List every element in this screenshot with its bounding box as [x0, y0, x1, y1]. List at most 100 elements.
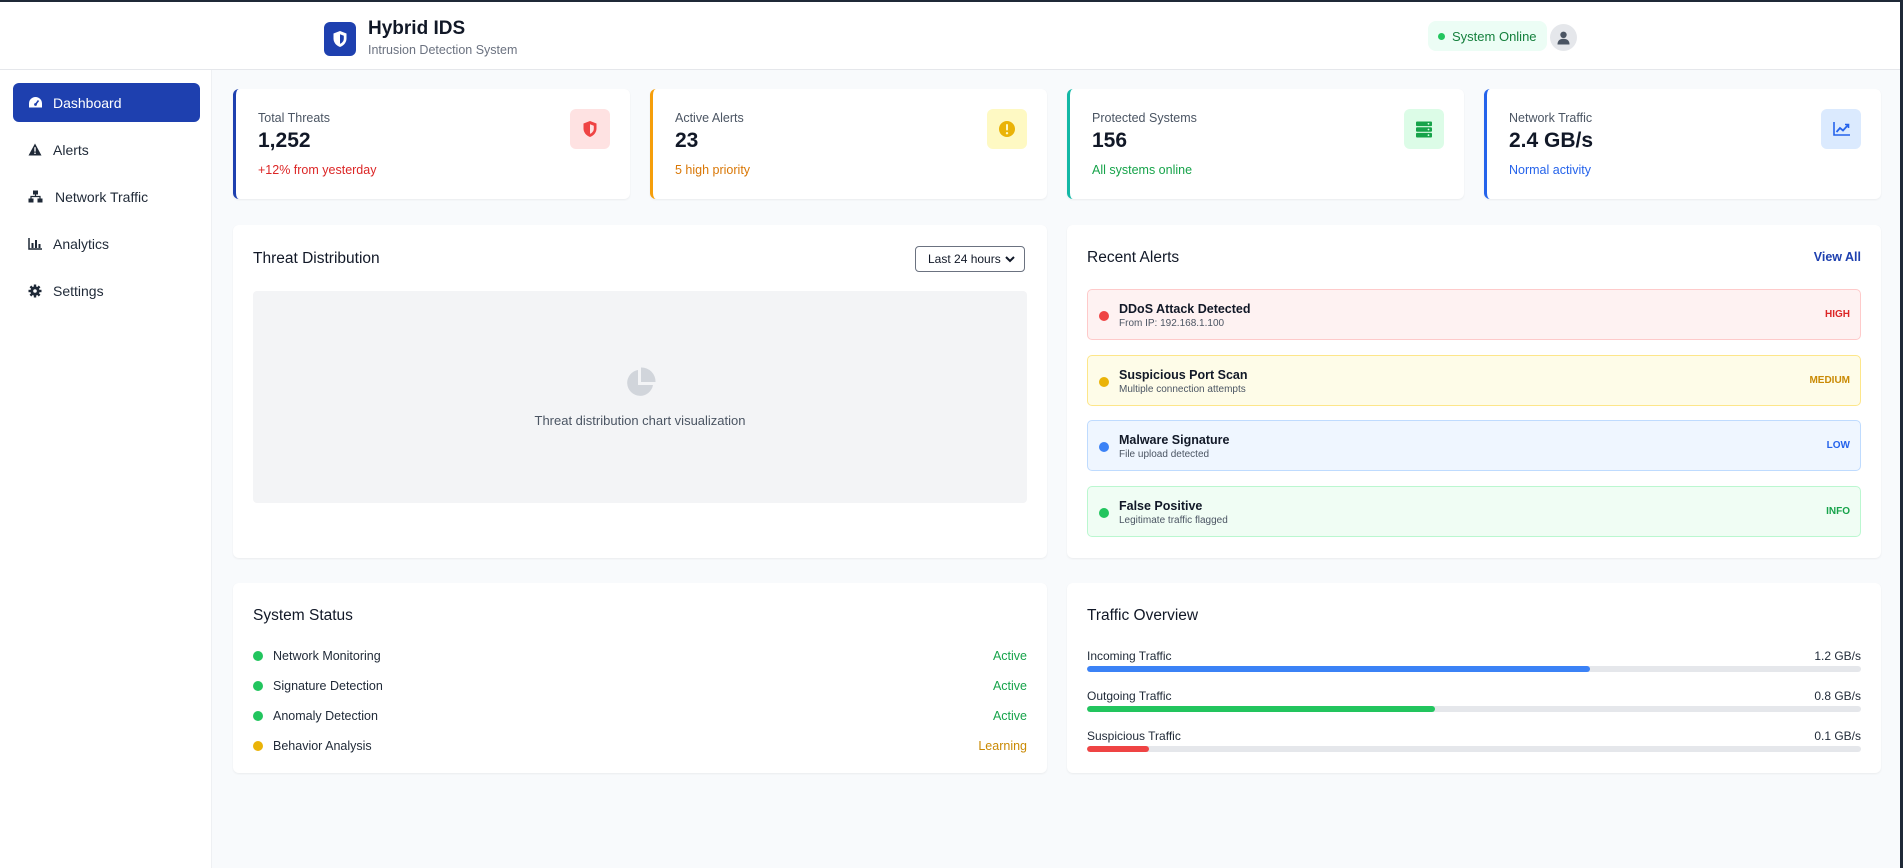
sidebar-item-label: Settings — [53, 282, 104, 299]
status-state: Active — [992, 709, 1027, 723]
status-dot — [253, 681, 263, 691]
app-title: Hybrid IDS — [368, 18, 466, 39]
bar-chart-icon — [27, 236, 43, 252]
time-range-value: Last 24 hours — [928, 252, 1001, 266]
stat-label: Network Traffic — [1509, 111, 1593, 125]
sidebar-item-label: Analytics — [53, 235, 110, 252]
shield-icon — [570, 109, 610, 149]
traffic-value: 0.1 GB/s — [1814, 729, 1861, 743]
sidebar-item-label: Alerts — [53, 141, 89, 158]
traffic-bar-track — [1087, 666, 1861, 672]
stat-value: 156 — [1092, 129, 1128, 152]
alert-level: LOW — [1826, 440, 1850, 451]
traffic-value: 1.2 GB/s — [1814, 649, 1861, 663]
system-status-panel: System Status Network Monitoring Active … — [233, 583, 1047, 773]
status-state: Learning — [978, 739, 1027, 753]
exclamation-icon — [987, 109, 1027, 149]
shield-logo-icon — [324, 21, 356, 56]
sidebar-item-alerts[interactable]: Alerts — [13, 130, 200, 169]
alert-item-info[interactable]: False Positive Legitimate traffic flagge… — [1087, 486, 1861, 537]
sidebar-item-dashboard[interactable]: Dashboard — [13, 83, 200, 122]
sidebar-item-settings[interactable]: Settings — [13, 271, 200, 310]
sidebar-item-label: Network Traffic — [55, 188, 149, 205]
panel-title: Traffic Overview — [1087, 607, 1199, 624]
threat-chart-placeholder: Threat distribution chart visualization — [253, 291, 1027, 503]
traffic-bar-fill — [1087, 666, 1591, 672]
traffic-bar-track — [1087, 746, 1861, 752]
status-state: Active — [992, 679, 1027, 693]
time-range-select[interactable]: Last 24 hours — [915, 246, 1025, 272]
panel-title: Recent Alerts — [1087, 249, 1180, 266]
traffic-value: 0.8 GB/s — [1814, 689, 1861, 703]
traffic-bar-fill — [1087, 706, 1436, 712]
threat-distribution-panel: Threat Distribution Last 24 hours Threat… — [233, 225, 1047, 558]
alert-title: Malware Signature — [1119, 433, 1230, 447]
chevron-down-icon — [1005, 256, 1015, 263]
status-row: Behavior Analysis Learning — [253, 738, 1027, 756]
alert-item-medium[interactable]: Suspicious Port Scan Multiple connection… — [1087, 355, 1861, 406]
alert-item-low[interactable]: Malware Signature File upload detected L… — [1087, 420, 1861, 471]
alert-title: DDoS Attack Detected — [1119, 302, 1251, 316]
chart-placeholder-text: Threat distribution chart visualization — [534, 413, 746, 428]
app-subtitle: Intrusion Detection System — [368, 43, 518, 57]
stat-card-total-threats: Total Threats 1,252 +12% from yesterday — [233, 89, 630, 199]
stat-sub: 5 high priority — [675, 163, 751, 177]
sidebar-item-analytics[interactable]: Analytics — [13, 224, 200, 263]
warning-icon — [27, 142, 43, 158]
window-top-border — [0, 0, 1903, 2]
status-row: Anomaly Detection Active — [253, 708, 1027, 726]
stat-label: Protected Systems — [1092, 111, 1197, 125]
stat-sub: Normal activity — [1509, 163, 1591, 177]
stat-label: Total Threats — [258, 111, 331, 125]
stat-value: 23 — [675, 129, 699, 152]
trend-icon — [1821, 109, 1861, 149]
status-dot — [253, 651, 263, 661]
traffic-row: Outgoing Traffic 0.8 GB/s — [1087, 689, 1861, 719]
alert-desc: File upload detected — [1119, 449, 1210, 460]
view-all-link[interactable]: View All — [1813, 250, 1861, 264]
status-state: Active — [992, 649, 1027, 663]
user-icon — [1557, 31, 1570, 44]
sidebar-item-network-traffic[interactable]: Network Traffic — [13, 177, 200, 216]
stat-value: 1,252 — [258, 129, 311, 152]
top-header: Hybrid IDS Intrusion Detection System Sy… — [0, 2, 1900, 70]
traffic-label: Suspicious Traffic — [1087, 729, 1181, 743]
traffic-row: Incoming Traffic 1.2 GB/s — [1087, 649, 1861, 679]
stat-card-network-traffic: Network Traffic 2.4 GB/s Normal activity — [1484, 89, 1881, 199]
status-label: Signature Detection — [273, 679, 383, 693]
alert-desc: Legitimate traffic flagged — [1119, 515, 1228, 526]
traffic-overview-panel: Traffic Overview Incoming Traffic 1.2 GB… — [1067, 583, 1881, 773]
gear-icon — [27, 283, 43, 299]
stat-sub: All systems online — [1092, 163, 1193, 177]
traffic-row: Suspicious Traffic 0.1 GB/s — [1087, 729, 1861, 759]
panel-title: Threat Distribution — [253, 250, 380, 267]
severity-dot — [1099, 377, 1109, 387]
sidebar: Dashboard Alerts Network Traffic Analyti… — [0, 70, 212, 868]
status-label: Behavior Analysis — [273, 739, 372, 753]
status-label: Network Monitoring — [273, 649, 381, 663]
stat-label: Active Alerts — [675, 111, 744, 125]
sidebar-item-label: Dashboard — [53, 94, 122, 111]
gauge-icon — [27, 95, 43, 111]
panel-title: System Status — [253, 607, 353, 624]
window-right-border — [1900, 0, 1903, 868]
alert-item-high[interactable]: DDoS Attack Detected From IP: 192.168.1.… — [1087, 289, 1861, 340]
server-icon — [1404, 109, 1444, 149]
system-status-text: System Online — [1452, 28, 1537, 44]
alert-level: INFO — [1826, 506, 1850, 517]
status-label: Anomaly Detection — [273, 709, 378, 723]
alert-desc: Multiple connection attempts — [1119, 384, 1246, 395]
alert-title: False Positive — [1119, 499, 1203, 513]
status-row: Network Monitoring Active — [253, 648, 1027, 666]
stat-sub: +12% from yesterday — [258, 163, 377, 177]
system-status-badge: System Online — [1428, 21, 1547, 51]
stat-card-protected-systems: Protected Systems 156 All systems online — [1067, 89, 1464, 199]
alert-level: HIGH — [1825, 309, 1850, 320]
user-avatar-button[interactable] — [1550, 24, 1577, 51]
severity-dot — [1099, 442, 1109, 452]
status-row: Signature Detection Active — [253, 678, 1027, 696]
traffic-label: Incoming Traffic — [1087, 649, 1172, 663]
recent-alerts-panel: Recent Alerts View All DDoS Attack Detec… — [1067, 225, 1881, 558]
stat-value: 2.4 GB/s — [1509, 129, 1594, 152]
network-icon — [27, 189, 43, 205]
